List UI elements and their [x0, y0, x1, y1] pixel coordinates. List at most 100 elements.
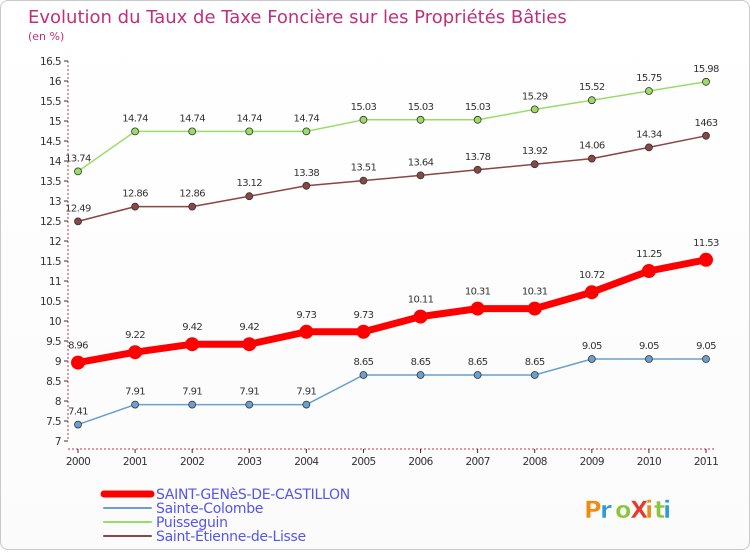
logo-letter: i	[663, 496, 671, 524]
data-label: 14.74	[122, 113, 148, 124]
y-tick-label: 11	[49, 276, 61, 288]
legend: SAINT-GENèS-DE-CASTILLONSainte-ColombePu…	[100, 487, 350, 545]
data-label: 12.86	[122, 189, 148, 200]
y-tick-label: 16	[49, 76, 62, 88]
logo-letter: X	[630, 496, 649, 524]
y-tick-label: 7.5	[46, 416, 61, 428]
data-label: 14.74	[236, 113, 262, 124]
logo-letter: i	[645, 496, 653, 524]
x-tick-label: 2001	[123, 456, 147, 468]
data-point	[302, 127, 311, 136]
x-tick-label: 2006	[408, 456, 433, 468]
y-tick-label: 14.5	[40, 136, 61, 148]
data-point	[302, 181, 311, 190]
data-label: 8.65	[525, 357, 545, 368]
legend-label: SAINT-GENèS-DE-CASTILLON	[156, 487, 350, 503]
data-label: 13.78	[465, 152, 491, 163]
data-point	[74, 420, 82, 429]
y-tick-label: 12	[49, 236, 61, 248]
data-label: 15.52	[579, 82, 605, 93]
data-point	[416, 115, 425, 124]
data-label: 15.03	[408, 102, 434, 113]
series-3: 12.49 12.86 12.86 13.12 13.38 13.51 13.64 13.78…	[65, 118, 718, 226]
data-point	[245, 127, 254, 136]
y-tick-label: 12.5	[40, 216, 61, 228]
data-point	[530, 105, 539, 114]
y-tick-label: 9	[55, 356, 61, 368]
data-point	[527, 301, 542, 316]
data-label: 9.05	[639, 341, 659, 352]
x-tick-label: 2000	[66, 456, 90, 468]
data-point	[413, 309, 428, 324]
data-point	[702, 77, 710, 86]
data-label: 13.51	[351, 163, 377, 174]
data-label: 9.73	[296, 310, 316, 321]
x-tick-label: 2010	[637, 456, 661, 468]
data-label: 10.31	[522, 287, 548, 298]
data-label: 13.12	[236, 178, 262, 189]
data-label: 10.11	[408, 295, 434, 306]
data-label: 14.74	[179, 113, 205, 124]
logo-letter: P	[584, 496, 602, 524]
x-tick-label: 2011	[694, 456, 718, 468]
data-label: 15.03	[465, 102, 491, 113]
x-tick-label: 2009	[580, 456, 604, 468]
data-point	[416, 171, 425, 180]
data-point	[74, 167, 82, 176]
data-label: 8.96	[68, 341, 88, 352]
data-label: 10.31	[465, 287, 491, 298]
data-point	[645, 143, 653, 152]
data-label: 15.75	[636, 73, 662, 84]
y-tick-label: 15.5	[40, 96, 61, 108]
data-point	[587, 355, 596, 363]
x-tick-label: 2008	[523, 456, 547, 468]
axes: 7 7.5 8 8.5 9 9.5 10 10.5 11 11.5 12 12.5 13 13.5 14 14…	[40, 56, 719, 468]
data-point	[74, 217, 82, 226]
x-tick-label: 2004	[294, 456, 319, 468]
data-label: 11.53	[693, 238, 719, 249]
y-tick-label: 10	[49, 316, 61, 328]
series-0: 8.96 9.22 9.42 9.42 9.73 9.73 10.11 10.31 10.31 1…	[68, 238, 720, 370]
data-label: 8.65	[354, 357, 374, 368]
x-tick-label: 2005	[351, 456, 375, 468]
x-tick-label: 2007	[465, 456, 489, 468]
data-label: 9.05	[582, 341, 602, 352]
data-label: 14.06	[579, 141, 605, 152]
logo-letter: r	[600, 496, 612, 524]
y-tick-label: 13	[49, 196, 61, 208]
series-2: 13.74 14.74 14.74 14.74 14.74 15.03 15.03 15.03…	[65, 64, 720, 176]
data-point	[473, 115, 482, 124]
data-label: 11.25	[636, 249, 662, 260]
x-tick-label: 2003	[237, 456, 261, 468]
data-point	[470, 301, 485, 316]
data-label: 13.92	[522, 146, 548, 157]
data-point	[188, 202, 197, 211]
y-tick-label: 8	[55, 396, 61, 408]
data-label: 7.91	[182, 387, 202, 398]
data-point	[242, 337, 257, 352]
y-tick-label: 13.5	[40, 176, 61, 188]
chart-title: Evolution du Taux de Taxe Foncière sur l…	[28, 7, 567, 28]
data-point	[702, 131, 710, 140]
data-point	[359, 176, 368, 185]
data-point	[131, 400, 139, 409]
series-line	[77, 358, 707, 426]
data-point	[245, 192, 254, 201]
data-point	[702, 355, 710, 363]
data-label: 15.98	[693, 64, 719, 75]
data-label: 13.74	[65, 153, 91, 164]
data-point	[587, 154, 596, 163]
legend-label: Saint-Étienne-de-Lisse	[156, 528, 306, 545]
data-label: 1463	[694, 118, 717, 129]
data-label: 12.49	[65, 203, 91, 214]
data-point	[359, 115, 368, 124]
data-point	[128, 345, 143, 360]
y-tick-label: 15	[49, 116, 61, 128]
data-point	[302, 400, 311, 409]
proxiti-logo: Pr oXi ti	[584, 496, 672, 525]
data-point	[587, 96, 596, 105]
data-label: 15.03	[351, 102, 377, 113]
series-line	[77, 81, 707, 173]
data-label: 7.91	[125, 387, 145, 398]
data-label: 14.74	[294, 113, 320, 124]
